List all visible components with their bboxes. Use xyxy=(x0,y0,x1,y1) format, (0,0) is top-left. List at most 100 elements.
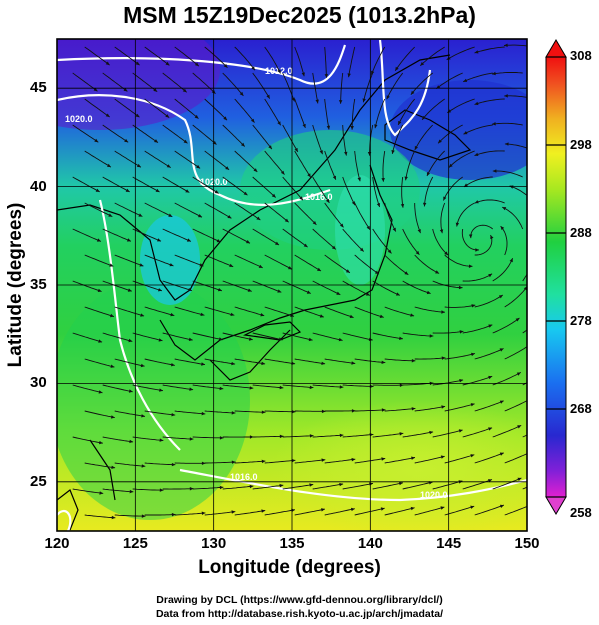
streamline xyxy=(532,225,536,255)
streamline-arrowhead xyxy=(411,359,416,363)
streamline-arrowhead xyxy=(391,150,395,154)
streamline-arrowhead xyxy=(527,344,531,348)
streamline-arrowhead xyxy=(517,425,522,429)
streamline-arrowhead xyxy=(488,427,493,431)
streamline xyxy=(492,170,523,178)
streamline-arrowhead xyxy=(183,139,188,144)
streamline xyxy=(474,348,504,360)
streamline xyxy=(354,306,384,318)
streamline xyxy=(312,124,323,155)
streamline xyxy=(509,185,527,196)
streamline-arrowhead xyxy=(155,188,160,192)
streamline xyxy=(351,98,356,130)
streamline-arrowhead xyxy=(325,198,330,203)
streamline xyxy=(312,176,330,204)
streamline-arrowhead xyxy=(217,288,222,292)
streamline xyxy=(144,254,174,267)
streamline-arrowhead xyxy=(438,139,442,144)
streamline-arrowhead xyxy=(169,263,174,267)
streamline xyxy=(462,427,493,438)
streamline-arrowhead xyxy=(400,203,405,208)
streamline-arrowhead xyxy=(440,455,445,459)
streamline-arrowhead xyxy=(168,213,173,217)
streamline-arrowhead xyxy=(371,70,375,75)
streamline-arrowhead xyxy=(231,460,236,464)
streamline xyxy=(386,72,404,100)
streamline-arrowhead xyxy=(279,385,284,390)
streamline xyxy=(84,254,114,267)
streamline xyxy=(382,150,386,182)
streamline-arrowhead xyxy=(279,483,284,488)
streamline xyxy=(354,458,386,464)
streamline xyxy=(437,124,463,144)
streamline-arrowhead xyxy=(98,339,103,343)
x-axis-label: Longitude (degrees) xyxy=(0,557,599,579)
streamline xyxy=(461,228,480,251)
streamline-arrowhead xyxy=(188,337,193,341)
streamline-arrowhead xyxy=(154,139,158,143)
streamline-arrowhead xyxy=(362,98,366,103)
streamline-arrowhead xyxy=(379,314,384,318)
streamline-arrowhead xyxy=(308,337,313,342)
streamline xyxy=(252,384,284,389)
streamline-arrowhead xyxy=(404,176,408,181)
streamline-arrowhead xyxy=(357,177,361,182)
streamline-arrowhead xyxy=(410,90,415,95)
streamline-arrowhead xyxy=(223,63,228,68)
streamline-arrowhead xyxy=(392,227,396,232)
streamline xyxy=(252,280,282,293)
streamline-arrowhead xyxy=(277,289,282,293)
streamline-arrowhead xyxy=(441,405,446,409)
streamline-arrowhead xyxy=(474,50,479,54)
streamline-arrowhead xyxy=(97,288,102,292)
streamline xyxy=(192,72,216,95)
streamline-arrowhead xyxy=(129,439,134,444)
streamline-arrowhead xyxy=(468,234,473,239)
streamline xyxy=(397,98,416,126)
streamline xyxy=(114,150,142,168)
streamline-arrowhead xyxy=(426,290,431,295)
streamline xyxy=(264,150,285,175)
streamline-arrowhead xyxy=(288,266,292,270)
streamline-arrowhead xyxy=(153,88,158,92)
streamline xyxy=(504,143,527,149)
streamline-arrowhead xyxy=(200,312,205,316)
streamline-arrowhead xyxy=(135,61,140,66)
streamline xyxy=(342,228,365,252)
streamline-arrowhead xyxy=(411,407,416,411)
streamline-arrowhead xyxy=(109,263,114,267)
streamline xyxy=(282,280,311,294)
streamline xyxy=(204,461,236,464)
streamline xyxy=(282,124,299,153)
streamline xyxy=(114,202,143,217)
x-tick-label: 120 xyxy=(44,535,70,552)
streamline xyxy=(474,234,493,256)
streamline xyxy=(384,507,415,516)
streamline-arrowhead xyxy=(351,457,356,462)
streamline xyxy=(294,459,326,464)
streamline xyxy=(174,254,204,267)
streamline xyxy=(504,95,527,98)
streamline xyxy=(444,353,476,360)
streamline xyxy=(162,176,190,193)
streamline xyxy=(234,98,255,123)
streamline xyxy=(234,306,265,317)
streamline xyxy=(294,98,306,129)
streamline-arrowhead xyxy=(188,287,192,292)
colorbar-tick-label: 268 xyxy=(570,401,592,416)
streamline xyxy=(500,225,508,256)
streamline-arrowhead xyxy=(261,410,266,414)
streamline xyxy=(348,46,356,78)
streamline-arrowhead xyxy=(420,62,425,66)
streamline-arrowhead xyxy=(410,313,415,317)
streamline-arrowhead xyxy=(303,243,308,248)
streamline xyxy=(114,254,144,267)
streamline xyxy=(342,176,356,206)
streamline-arrowhead xyxy=(339,482,344,487)
streamline xyxy=(264,509,296,516)
streamline xyxy=(432,330,464,334)
streamline xyxy=(394,46,416,72)
streamline xyxy=(414,455,445,464)
streamline-arrowhead xyxy=(331,245,336,250)
streamline-arrowhead xyxy=(182,88,187,93)
